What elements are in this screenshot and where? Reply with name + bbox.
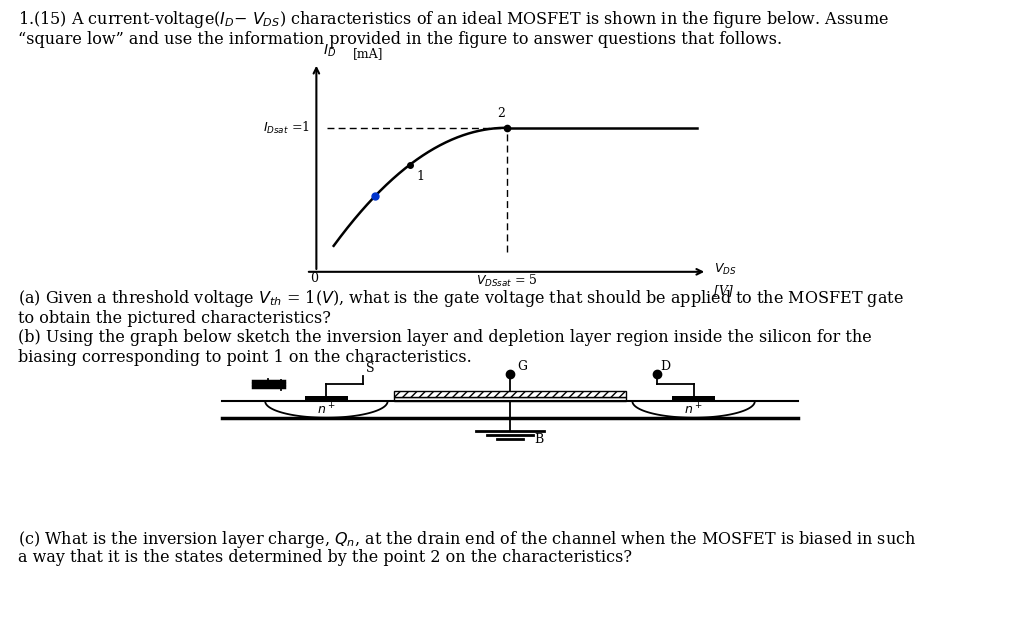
Bar [672,396,714,401]
Bar [393,391,626,397]
Text: to obtain the pictured characteristics?: to obtain the pictured characteristics? [18,310,331,327]
Text: 2: 2 [497,106,504,120]
Text: $I_{Dsat}$ =1: $I_{Dsat}$ =1 [263,120,309,136]
Bar [305,396,347,401]
Text: biasing corresponding to point 1 on the characteristics.: biasing corresponding to point 1 on the … [18,349,472,367]
Text: [mA]: [mA] [353,47,383,61]
Text: S: S [366,362,374,375]
Text: 0: 0 [310,272,318,285]
Text: (a) Given a threshold voltage $V_{th}$ = 1($V$), what is the gate voltage that s: (a) Given a threshold voltage $V_{th}$ =… [18,288,903,309]
Text: $I_D$: $I_D$ [323,43,336,60]
Text: 1: 1 [416,170,424,182]
Text: “square low” and use the information provided in the figure to answer questions : “square low” and use the information pro… [18,31,782,48]
Text: $V_{DS}$: $V_{DS}$ [713,262,736,277]
Text: $n^+$: $n^+$ [317,402,335,417]
Text: B: B [534,434,543,446]
Text: 1.(15) A current-voltage($I_D$$-$ $V_{DS}$) characteristics of an ideal MOSFET i: 1.(15) A current-voltage($I_D$$-$ $V_{DS… [18,9,889,30]
Text: $n^+$: $n^+$ [684,402,702,417]
Bar [393,397,626,401]
Text: (b) Using the graph below sketch the inversion layer and depletion layer region : (b) Using the graph below sketch the inv… [18,329,871,346]
Text: $V_{DSsat}$ = 5: $V_{DSsat}$ = 5 [475,273,537,289]
Text: a way that it is the states determined by the point 2 on the characteristics?: a way that it is the states determined b… [18,549,632,567]
Text: G: G [517,360,527,372]
Text: (c) What is the inversion layer charge, $Q_n$, at the drain end of the channel w: (c) What is the inversion layer charge, … [18,529,916,549]
Text: [V]: [V] [713,284,732,298]
Text: D: D [659,360,669,372]
